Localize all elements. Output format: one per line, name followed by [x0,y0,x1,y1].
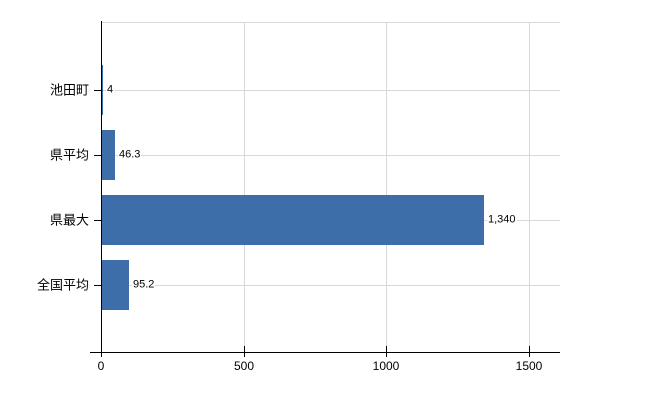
y-tick-mark [94,90,101,91]
category-label: 池田町 [49,82,89,98]
bar [102,130,115,180]
x-tick-label: 1500 [515,359,543,373]
y-tick-mark [94,220,101,221]
value-label: 46.3 [118,148,142,162]
x-gridline [244,22,245,352]
x-gridline [386,22,387,352]
x-tick-label: 0 [97,359,105,373]
category-label: 県平均 [49,147,89,163]
bar [102,65,103,115]
y-tick-mark [94,155,101,156]
x-tick-mark [386,346,387,357]
x-tick-label: 1000 [372,359,400,373]
x-tick-mark [529,346,530,357]
y-tick-mark [94,285,101,286]
x-tick-mark [244,346,245,357]
value-label: 1,340 [487,213,517,227]
bar [102,260,129,310]
bar [102,195,484,245]
category-label: 県最大 [49,212,89,228]
category-gridline [101,155,560,156]
category-gridline [101,285,560,286]
plot-top-border [101,22,560,23]
x-axis-line [90,352,560,353]
value-label: 95.2 [132,278,156,292]
x-tick-label: 500 [233,359,255,373]
category-gridline [101,90,560,91]
value-label: 4 [106,83,115,97]
category-label: 全国平均 [36,277,89,293]
x-gridline [529,22,530,352]
y-axis-line [101,21,102,353]
